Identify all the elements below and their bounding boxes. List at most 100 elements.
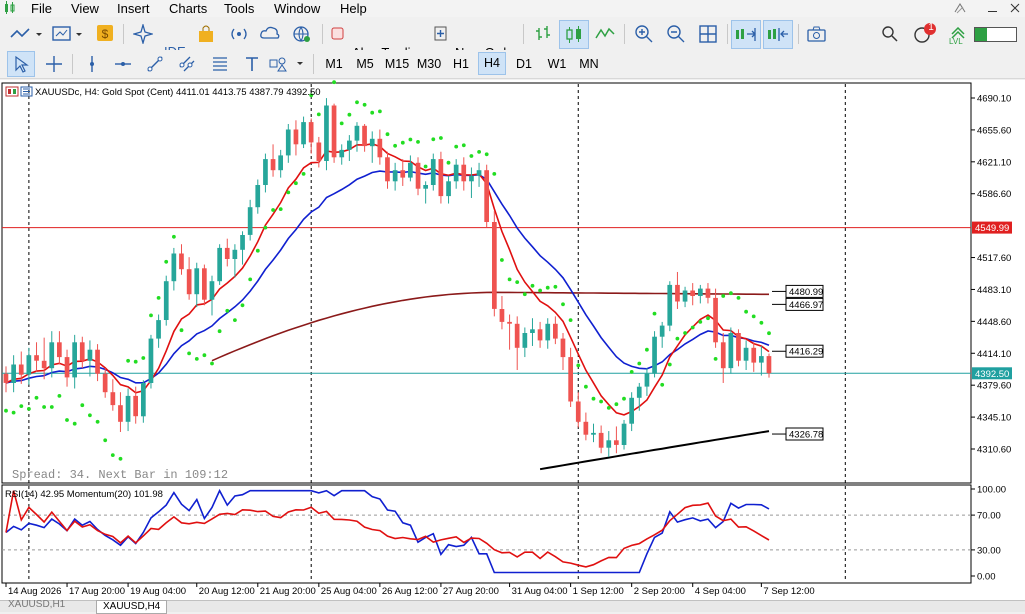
timeframe-mn[interactable]: MN [576, 56, 602, 72]
tab-xauusd-h4[interactable]: XAUUSD,H4 [96, 600, 167, 614]
level-button[interactable]: LVL [948, 22, 968, 46]
psar-dot [653, 312, 657, 316]
chart-shift-button[interactable] [763, 20, 793, 49]
new-order-icon-wrap[interactable] [433, 25, 449, 43]
candle-body [721, 342, 726, 368]
psar-dot [401, 141, 405, 145]
connection-progress-bar [974, 27, 1017, 42]
candle-body [362, 126, 367, 146]
candle-body [370, 139, 375, 146]
algo-trading-toggle[interactable] [330, 25, 346, 43]
candle-body [141, 383, 146, 416]
timeframe-d1[interactable]: D1 [512, 56, 536, 72]
fibonacci-tool[interactable] [209, 53, 231, 75]
psar-dot [141, 356, 145, 360]
candle-body [744, 348, 749, 361]
vps-button[interactable] [259, 24, 281, 44]
notifications-button[interactable]: 1 [912, 21, 938, 45]
timeframe-h1[interactable]: H1 [449, 56, 473, 72]
menu-window[interactable]: Window [274, 1, 320, 16]
candle-body [385, 157, 390, 181]
tab-xauusd-h1[interactable]: XAUUSD,H1 [8, 599, 65, 610]
candle-body [324, 106, 329, 162]
deposit-button[interactable]: $ [96, 24, 114, 42]
psar-dot [80, 403, 84, 407]
price-chart[interactable]: 4690.10 4655.60 4621.10 4586.60 4517.60 4483.… [0, 80, 1025, 600]
candle-body [660, 326, 665, 337]
psar-dot [271, 208, 275, 212]
candle-body [225, 248, 230, 259]
menu-file[interactable]: File [31, 1, 52, 16]
divider [798, 24, 799, 44]
crosshair-tool[interactable] [43, 53, 65, 75]
price-tag-label: 4326.78 [789, 430, 823, 441]
screenshot-button[interactable] [806, 24, 828, 44]
psar-dot [454, 145, 458, 149]
signal-icon[interactable] [952, 1, 968, 15]
text-tool[interactable] [241, 53, 263, 75]
candle-body [301, 122, 306, 144]
candle-body [111, 392, 116, 405]
psar-dot [645, 348, 649, 352]
zoom-out-button[interactable] [665, 24, 687, 44]
psar-dot [737, 296, 741, 300]
candle-body [484, 170, 489, 222]
candle-body [255, 185, 260, 207]
minimize-icon[interactable] [988, 3, 998, 13]
trendline-tool[interactable] [144, 53, 166, 75]
market-button[interactable] [196, 24, 216, 44]
community-button[interactable] [291, 24, 313, 44]
candle-body [576, 402, 581, 422]
candlestick-chart-button[interactable] [559, 20, 589, 49]
cursor-tool[interactable] [7, 51, 35, 77]
search-button[interactable] [880, 24, 900, 44]
main-toolbar: $ IDE Algo Trading New Order [0, 18, 1025, 50]
menu-help[interactable]: Help [340, 1, 367, 16]
candle-body [454, 165, 459, 182]
price-tag-label: 4480.99 [789, 287, 823, 298]
ai-button[interactable] [132, 24, 154, 44]
bar-chart-button[interactable] [532, 24, 554, 44]
tile-windows-button[interactable] [697, 24, 719, 44]
candle-body [767, 356, 772, 373]
psar-dot [348, 113, 352, 117]
psar-dot [698, 320, 702, 324]
horizontal-line-tool[interactable] [112, 53, 134, 75]
vertical-line-tool[interactable] [81, 53, 103, 75]
menu-insert[interactable]: Insert [117, 1, 150, 16]
timeframe-h4[interactable]: H4 [478, 52, 506, 75]
psar-dot [203, 353, 207, 357]
timeframe-w1[interactable]: W1 [545, 56, 569, 72]
shapes-dropdown[interactable] [267, 53, 307, 75]
timeframe-m15[interactable]: M15 [383, 56, 411, 72]
close-icon[interactable] [1010, 3, 1020, 13]
candle-body [80, 342, 85, 361]
timeframe-m30[interactable]: M30 [415, 56, 443, 72]
fibonacci-icon [211, 55, 229, 73]
menu-charts[interactable]: Charts [169, 1, 207, 16]
channel-tool[interactable] [176, 53, 198, 75]
psar-dot [355, 100, 359, 104]
chart-window[interactable]: 4690.10 4655.60 4621.10 4586.60 4517.60 4483.… [0, 80, 1025, 611]
menu-bar: File View Insert Charts Tools Window Hel… [0, 0, 1025, 17]
candle-body [629, 398, 634, 424]
timeframe-m5[interactable]: M5 [353, 56, 377, 72]
broadcast-icon [228, 24, 250, 44]
psar-dot [714, 357, 718, 361]
psar-dot [668, 363, 672, 367]
signals-button[interactable] [228, 24, 250, 44]
chart-type-dropdown[interactable] [8, 24, 44, 44]
candle-body [667, 285, 672, 326]
autoscroll-button[interactable] [731, 20, 761, 49]
candle-body [4, 374, 9, 383]
psar-dot [88, 413, 92, 417]
zoom-in-button[interactable] [633, 24, 655, 44]
templates-dropdown[interactable] [50, 24, 86, 44]
divider [523, 24, 524, 44]
menu-view[interactable]: View [71, 1, 99, 16]
time-tick-label: 17 Aug 20:00 [69, 586, 125, 597]
time-tick-label: 1 Sep 12:00 [573, 586, 624, 597]
line-chart-button[interactable] [594, 24, 616, 44]
timeframe-m1[interactable]: M1 [322, 56, 346, 72]
menu-tools[interactable]: Tools [224, 1, 254, 16]
